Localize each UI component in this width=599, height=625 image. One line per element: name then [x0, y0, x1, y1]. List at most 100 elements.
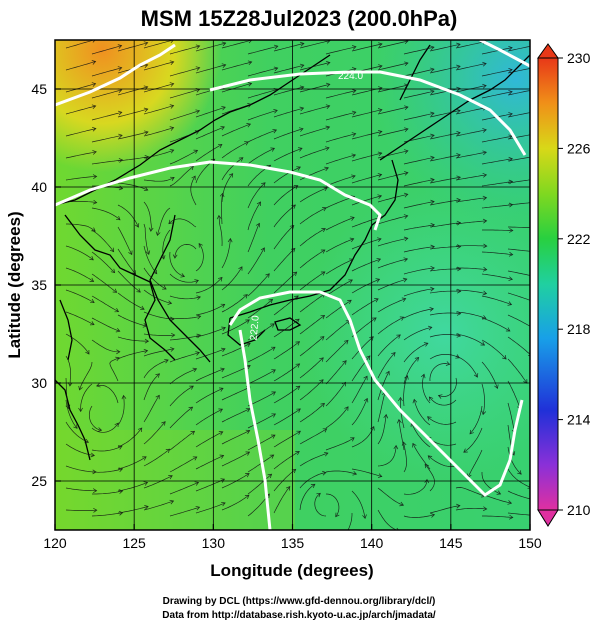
streamline — [117, 182, 148, 191]
colorbar-scale — [537, 57, 559, 511]
streamline-arrow — [469, 429, 474, 435]
streamline-arrow — [561, 197, 565, 201]
streamline — [221, 386, 251, 401]
streamline-arrow — [351, 45, 357, 50]
streamline-arrow — [349, 237, 355, 243]
streamline — [221, 343, 251, 357]
streamline — [169, 67, 200, 77]
streamline-arrow — [160, 255, 166, 260]
streamline — [377, 172, 408, 181]
streamline — [325, 217, 355, 231]
streamline-arrow — [170, 40, 174, 43]
streamline — [273, 204, 296, 228]
streamline-arrow — [481, 410, 487, 416]
streamline — [377, 237, 408, 247]
streamline-arrow — [561, 271, 565, 275]
streamline — [247, 434, 276, 451]
streamline — [403, 112, 435, 121]
streamline — [143, 475, 173, 489]
streamline — [325, 437, 355, 451]
streamline — [218, 215, 223, 247]
streamline — [247, 323, 275, 341]
streamline — [455, 507, 487, 511]
x-tick-label: 145 — [439, 535, 463, 551]
streamline — [195, 106, 226, 118]
streamline — [117, 506, 149, 514]
y-tick-label: 45 — [31, 81, 47, 97]
streamline-arrow — [350, 216, 355, 221]
streamline-arrow — [320, 271, 326, 276]
streamline — [91, 67, 122, 77]
streamline — [221, 141, 249, 159]
streamline — [299, 40, 330, 49]
streamline — [455, 220, 487, 225]
streamline-arrow — [220, 303, 226, 308]
streamline-arrow — [96, 382, 101, 388]
streamline — [507, 314, 530, 327]
streamline-arrow — [247, 82, 253, 87]
streamline — [143, 40, 174, 49]
streamline — [143, 289, 172, 304]
streamline-arrow — [299, 127, 304, 132]
streamline — [273, 385, 301, 404]
streamline — [481, 273, 513, 280]
streamline — [221, 123, 251, 137]
streamline — [377, 84, 409, 93]
streamline — [65, 311, 95, 326]
streamline-arrow — [217, 276, 223, 282]
streamline — [65, 443, 95, 456]
streamline — [455, 289, 487, 294]
streamline — [429, 334, 461, 338]
wind-streamlines — [65, 40, 565, 530]
streamline — [403, 326, 432, 341]
streamline-arrow — [118, 158, 124, 163]
streamline — [221, 238, 231, 269]
streamline — [429, 176, 461, 184]
streamline-arrow — [165, 448, 171, 454]
streamline-arrow — [445, 361, 451, 366]
streamline-arrow — [348, 279, 353, 284]
streamline-arrow — [271, 369, 276, 374]
streamline-arrow — [221, 105, 226, 111]
streamline — [169, 295, 201, 300]
streamline-arrow — [227, 237, 233, 243]
streamline-arrow — [365, 355, 371, 360]
streamline — [403, 375, 408, 407]
streamline — [429, 312, 461, 316]
streamline-arrow — [403, 171, 409, 176]
streamline-arrow — [377, 237, 382, 242]
streamline-arrow — [351, 110, 357, 116]
streamline — [91, 339, 120, 353]
streamline — [92, 490, 123, 495]
streamline — [351, 174, 382, 184]
streamline-arrow — [261, 182, 266, 187]
streamline — [351, 131, 382, 140]
streamline — [403, 441, 407, 473]
streamline — [195, 42, 226, 52]
streamline — [507, 134, 530, 140]
streamline — [377, 316, 404, 335]
streamline — [273, 430, 301, 448]
streamline — [325, 320, 351, 341]
streamline-arrow — [221, 326, 226, 332]
colorbar-tick-label: 210 — [567, 502, 591, 518]
streamline — [429, 363, 450, 382]
streamline-arrow — [85, 349, 90, 355]
streamline-arrow — [78, 407, 83, 413]
streamline — [65, 487, 97, 492]
streamline — [273, 185, 298, 206]
streamline-arrow — [322, 428, 328, 433]
streamline — [325, 470, 357, 475]
streamline — [143, 267, 167, 290]
streamline — [351, 109, 382, 118]
streamline — [143, 448, 170, 467]
streamline-arrow — [169, 82, 175, 87]
streamline-arrow — [271, 346, 276, 351]
streamline-arrow — [155, 373, 161, 378]
streamline — [247, 109, 278, 121]
streamline — [66, 223, 96, 232]
streamline-arrow — [90, 298, 95, 304]
streamline — [481, 317, 511, 332]
streamline — [143, 359, 169, 379]
y-axis-label: Latitude (degrees) — [5, 211, 24, 358]
